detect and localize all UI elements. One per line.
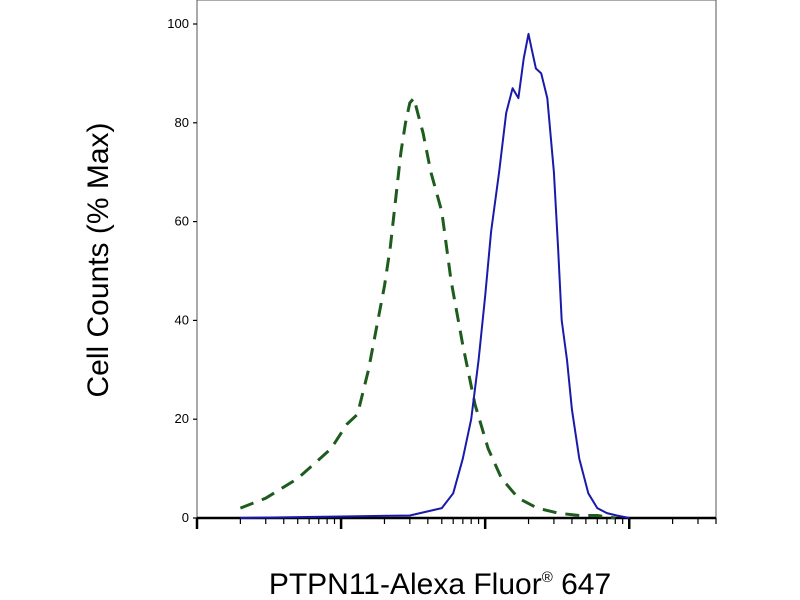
series-layer — [239, 32, 630, 520]
series-line-control — [239, 96, 616, 520]
y-axis: 0 20 40 60 80 100 — [167, 16, 197, 525]
y-tick-label: 40 — [175, 312, 189, 327]
plot-frame — [196, 0, 717, 519]
y-tick-label: 100 — [167, 16, 189, 31]
x-axis-title-registered-mark: ® — [542, 569, 553, 586]
y-tick-label: 0 — [182, 510, 189, 525]
x-axis-title: PTPN11-Alexa Fluor® 647 — [269, 568, 611, 600]
y-tick-label: 60 — [175, 214, 189, 229]
x-axis — [195, 516, 717, 529]
y-tick-label: 20 — [175, 411, 189, 426]
series-line-sample — [240, 32, 630, 519]
y-tick-label: 80 — [175, 115, 189, 130]
y-axis-title: Cell Counts (% Max) — [82, 122, 115, 397]
plot-border — [196, 0, 717, 519]
x-axis-title-suffix: 647 — [553, 568, 611, 600]
x-axis-title-main: PTPN11-Alexa Fluor — [269, 568, 542, 600]
